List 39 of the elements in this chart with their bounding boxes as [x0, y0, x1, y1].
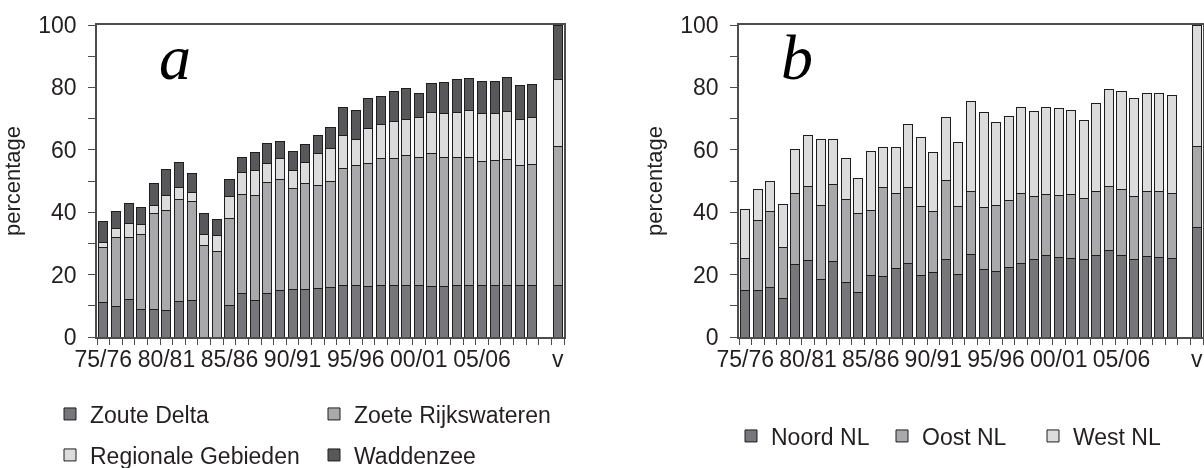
chart-title: b	[781, 22, 813, 93]
y-tick-label: 100	[680, 12, 719, 39]
y-tick-label: 80	[51, 74, 77, 101]
x-tick-label: 85/86	[200, 346, 259, 373]
x-tick-label: 05/06	[453, 346, 511, 373]
x-tick-label: v	[551, 346, 564, 373]
x-tick-label: 90/91	[904, 346, 963, 373]
x-tick-label: 90/91	[263, 346, 322, 373]
legend-label: Zoute Delta	[90, 401, 210, 428]
y-tick-label: 60	[51, 136, 77, 163]
y-tick-label: 0	[705, 324, 719, 351]
legend-label: Zoete Rijkswateren	[354, 401, 551, 428]
x-tick-label: v	[1190, 346, 1203, 373]
x-tick-label: 95/96	[326, 346, 385, 373]
y-tick-label: 20	[51, 261, 77, 288]
y-tick-label: 40	[693, 199, 719, 226]
legend-label: Waddenzee	[354, 442, 476, 468]
y-tick-label: 100	[38, 12, 77, 39]
y-tick-label: 20	[693, 261, 719, 288]
y-axis-title: percentage	[641, 125, 667, 237]
chart-title: a	[159, 22, 191, 93]
y-tick-label: 60	[693, 136, 719, 163]
x-tick-label: 00/01	[1030, 346, 1088, 373]
x-tick-label: 95/96	[967, 346, 1025, 373]
x-tick-label: 80/81	[137, 346, 196, 373]
y-tick-label: 80	[693, 74, 719, 101]
x-tick-label: 75/76	[716, 346, 775, 373]
x-tick-label: 85/86	[841, 346, 900, 373]
x-tick-label: 00/01	[390, 346, 448, 373]
legend-label: Noord NL	[771, 423, 870, 450]
x-tick-label: 75/76	[74, 346, 133, 373]
y-tick-label: 40	[51, 199, 77, 226]
legend-label: Oost NL	[922, 423, 1007, 450]
x-tick-label: 80/81	[779, 346, 837, 373]
x-tick-label: 05/06	[1092, 346, 1151, 373]
legend-label: Regionale Gebieden	[90, 442, 300, 468]
legend-label: West NL	[1073, 423, 1161, 450]
y-axis-title: percentage	[0, 125, 25, 237]
y-tick-label: 0	[63, 324, 77, 351]
